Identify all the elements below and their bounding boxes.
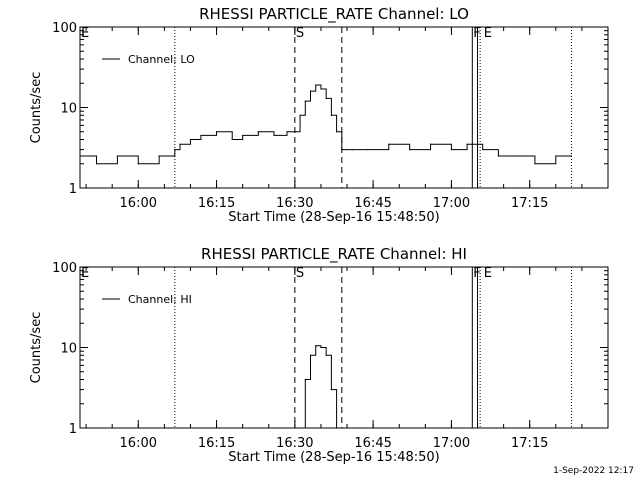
data-point [330,114,332,116]
data-point [482,148,484,151]
x-tick-label: 16:30 [276,436,313,451]
annotation-label: F [473,266,480,281]
data-point [315,84,317,86]
annotation-label: F [473,26,480,41]
data-point [215,131,218,133]
footer-timestamp: 1-Sep-2022 12:17 [553,466,634,476]
annotation-label: E [81,26,89,41]
y-tick-label: 10 [60,102,77,117]
data-point [299,114,301,116]
y-tick-label: 100 [52,261,77,276]
y-tick-label: 1 [69,182,77,197]
data-point [367,148,369,151]
data-point [320,346,322,349]
x-tick-label: 17:15 [511,196,548,211]
x-tick-label: 16:00 [120,196,157,211]
y-tick-label: 1 [69,422,77,437]
data-point [200,134,202,137]
data-point [304,378,306,381]
data-point [242,134,244,137]
data-point [294,131,296,133]
data-point [231,138,233,141]
data-point [257,131,259,133]
data-point [315,345,317,347]
data-point [171,155,173,157]
annotation-label: E [81,266,89,281]
annotation-label: S [296,266,304,281]
data-point [79,155,81,157]
x-tick-label: 16:30 [276,196,313,211]
chart-title: RHESSI PARTICLE_RATE Channel: LO [199,5,469,24]
y-tick-label: 10 [60,342,77,357]
data-point [325,354,327,356]
y-axis-label: Counts/sec [29,312,44,384]
data-point [325,97,327,99]
data-point [351,148,353,151]
data-point [95,163,98,165]
x-axis-label: Start Time (28-Sep-16 15:48:50) [228,210,439,225]
data-point [336,131,338,133]
chart-title: RHESSI PARTICLE_RATE Channel: HI [201,245,467,264]
data-point [497,155,499,157]
data-point [570,155,573,157]
annotation-label: S [296,26,304,41]
data-point [513,155,515,157]
x-tick-label: 16:00 [120,436,157,451]
data-point [304,100,306,102]
y-axis-label: Counts/sec [29,72,44,144]
data-point [309,90,312,92]
annotation-label: E [484,266,492,281]
data-point [309,354,312,356]
data-point [286,131,288,133]
series-line [80,84,572,165]
data-point [341,148,343,151]
data-point [346,148,348,151]
data-point [336,427,338,429]
data-point [330,388,332,391]
data-point [466,143,468,145]
data-point [388,143,390,145]
data-point [429,143,432,145]
legend-label: Channel: HI [128,293,192,306]
data-point [409,148,411,151]
data-point [273,134,275,137]
x-tick-label: 17:15 [511,436,548,451]
x-tick-label: 16:45 [354,196,391,211]
data-point [174,148,176,151]
data-point [450,148,453,151]
data-point [189,138,192,141]
data-point [320,88,322,90]
x-tick-label: 16:15 [198,436,235,451]
annotation-label: E [484,26,492,41]
data-point [137,163,139,165]
plot-frame [79,266,609,429]
x-tick-label: 16:15 [198,196,235,211]
series-line [300,345,338,429]
data-point [158,155,160,157]
data-point [555,155,557,157]
legend-label: Channel: LO [128,53,195,66]
data-point [116,155,119,157]
x-axis-label: Start Time (28-Sep-16 15:48:50) [228,450,439,465]
x-tick-label: 16:45 [354,436,391,451]
y-tick-label: 100 [52,21,77,36]
data-point [179,143,181,145]
x-tick-label: 17:00 [433,196,470,211]
data-point [534,163,536,165]
data-point [299,427,301,429]
x-tick-label: 17:00 [433,436,470,451]
